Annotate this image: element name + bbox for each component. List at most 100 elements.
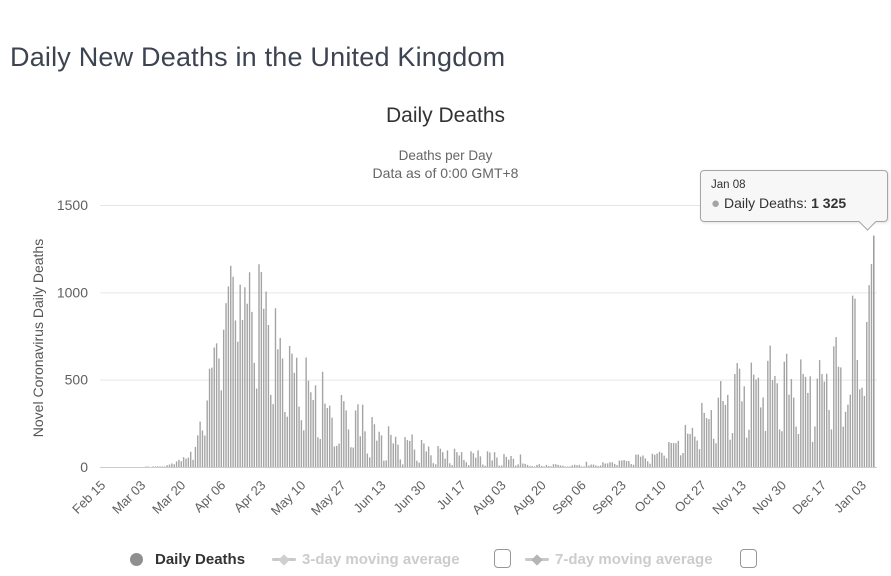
bar[interactable] <box>776 383 778 467</box>
bar[interactable] <box>682 453 684 467</box>
bar[interactable] <box>390 434 392 467</box>
bar[interactable] <box>566 466 569 468</box>
bar[interactable] <box>300 420 303 467</box>
bar[interactable] <box>665 458 668 467</box>
bar[interactable] <box>189 451 192 467</box>
bar[interactable] <box>161 466 164 468</box>
plot-area[interactable]: 0 500 1000 1500 Feb 15 Mar 03 Mar 20 Apr 06 Apr … <box>0 0 891 540</box>
bar[interactable] <box>866 322 868 467</box>
bar[interactable] <box>658 451 661 467</box>
bar[interactable] <box>173 464 175 467</box>
bar[interactable] <box>691 427 694 467</box>
bar[interactable] <box>451 465 453 467</box>
bar[interactable] <box>154 466 157 468</box>
bar[interactable] <box>630 464 632 467</box>
bar[interactable] <box>748 429 750 467</box>
bar[interactable] <box>604 463 606 467</box>
bar[interactable] <box>493 452 496 467</box>
bar[interactable] <box>738 368 741 467</box>
bar[interactable] <box>425 451 427 467</box>
bar[interactable] <box>284 411 286 467</box>
bar[interactable] <box>529 466 531 467</box>
bar[interactable] <box>618 460 621 467</box>
bar[interactable] <box>625 461 628 467</box>
bar[interactable] <box>755 379 757 467</box>
bar[interactable] <box>573 464 576 467</box>
bar[interactable] <box>347 429 350 467</box>
bar[interactable] <box>204 435 206 467</box>
bar[interactable] <box>423 443 425 467</box>
bar[interactable] <box>477 450 479 467</box>
bar[interactable] <box>472 453 475 467</box>
bar[interactable] <box>357 404 359 467</box>
bar[interactable] <box>668 442 670 467</box>
bar[interactable] <box>870 264 873 467</box>
bar[interactable] <box>326 407 329 467</box>
bar[interactable] <box>387 426 390 467</box>
bar[interactable] <box>623 460 625 467</box>
bar[interactable] <box>628 461 630 467</box>
bar[interactable] <box>406 440 409 467</box>
bar[interactable] <box>818 360 821 467</box>
bar[interactable] <box>512 458 515 467</box>
bar[interactable] <box>795 426 797 467</box>
legend-item-daily-deaths[interactable]: Daily Deaths <box>130 544 245 574</box>
bar[interactable] <box>734 374 736 467</box>
bar[interactable] <box>194 446 197 467</box>
bar[interactable] <box>331 417 333 467</box>
bar[interactable] <box>771 380 774 467</box>
bar[interactable] <box>230 265 232 467</box>
bar[interactable] <box>270 394 272 467</box>
bar[interactable] <box>559 465 562 467</box>
bar[interactable] <box>835 337 837 467</box>
bar[interactable] <box>437 446 439 467</box>
bar[interactable] <box>675 443 677 467</box>
bar[interactable] <box>248 272 251 467</box>
bar[interactable] <box>781 431 783 467</box>
bar[interactable] <box>646 461 649 467</box>
bar[interactable] <box>371 417 373 467</box>
bar[interactable] <box>328 405 331 467</box>
bar[interactable] <box>550 466 552 467</box>
bar[interactable] <box>166 465 168 467</box>
bar[interactable] <box>439 448 442 467</box>
bar[interactable] <box>767 360 769 467</box>
bar[interactable] <box>486 451 489 467</box>
bar[interactable] <box>286 416 288 467</box>
bar[interactable] <box>274 308 277 467</box>
bar[interactable] <box>552 464 555 467</box>
bar[interactable] <box>720 381 722 467</box>
bar[interactable] <box>324 403 326 467</box>
bar[interactable] <box>793 397 795 467</box>
bar[interactable] <box>500 465 503 467</box>
bar[interactable] <box>319 439 321 467</box>
bar[interactable] <box>345 410 347 467</box>
bar[interactable] <box>590 464 592 467</box>
bar[interactable] <box>399 459 402 467</box>
bar[interactable] <box>409 440 411 467</box>
bar[interactable] <box>293 372 296 467</box>
bar[interactable] <box>340 395 343 467</box>
bar[interactable] <box>510 456 512 467</box>
bar[interactable] <box>708 419 710 467</box>
bar[interactable] <box>861 387 863 467</box>
bar[interactable] <box>745 437 748 467</box>
bar[interactable] <box>211 367 213 467</box>
bar[interactable] <box>783 361 786 467</box>
bar[interactable] <box>432 463 435 467</box>
bar[interactable] <box>585 461 588 467</box>
bar[interactable] <box>571 465 573 467</box>
bar[interactable] <box>467 465 470 467</box>
bar[interactable] <box>743 386 745 467</box>
bar[interactable] <box>741 401 743 467</box>
bar[interactable] <box>463 460 465 467</box>
bar[interactable] <box>807 392 809 467</box>
bar[interactable] <box>710 410 712 467</box>
bar[interactable] <box>639 456 642 467</box>
bar[interactable] <box>581 466 583 467</box>
bar[interactable] <box>731 433 734 467</box>
bar[interactable] <box>694 436 696 467</box>
bar[interactable] <box>416 460 418 467</box>
bar[interactable] <box>531 466 533 467</box>
bar[interactable] <box>498 465 500 467</box>
